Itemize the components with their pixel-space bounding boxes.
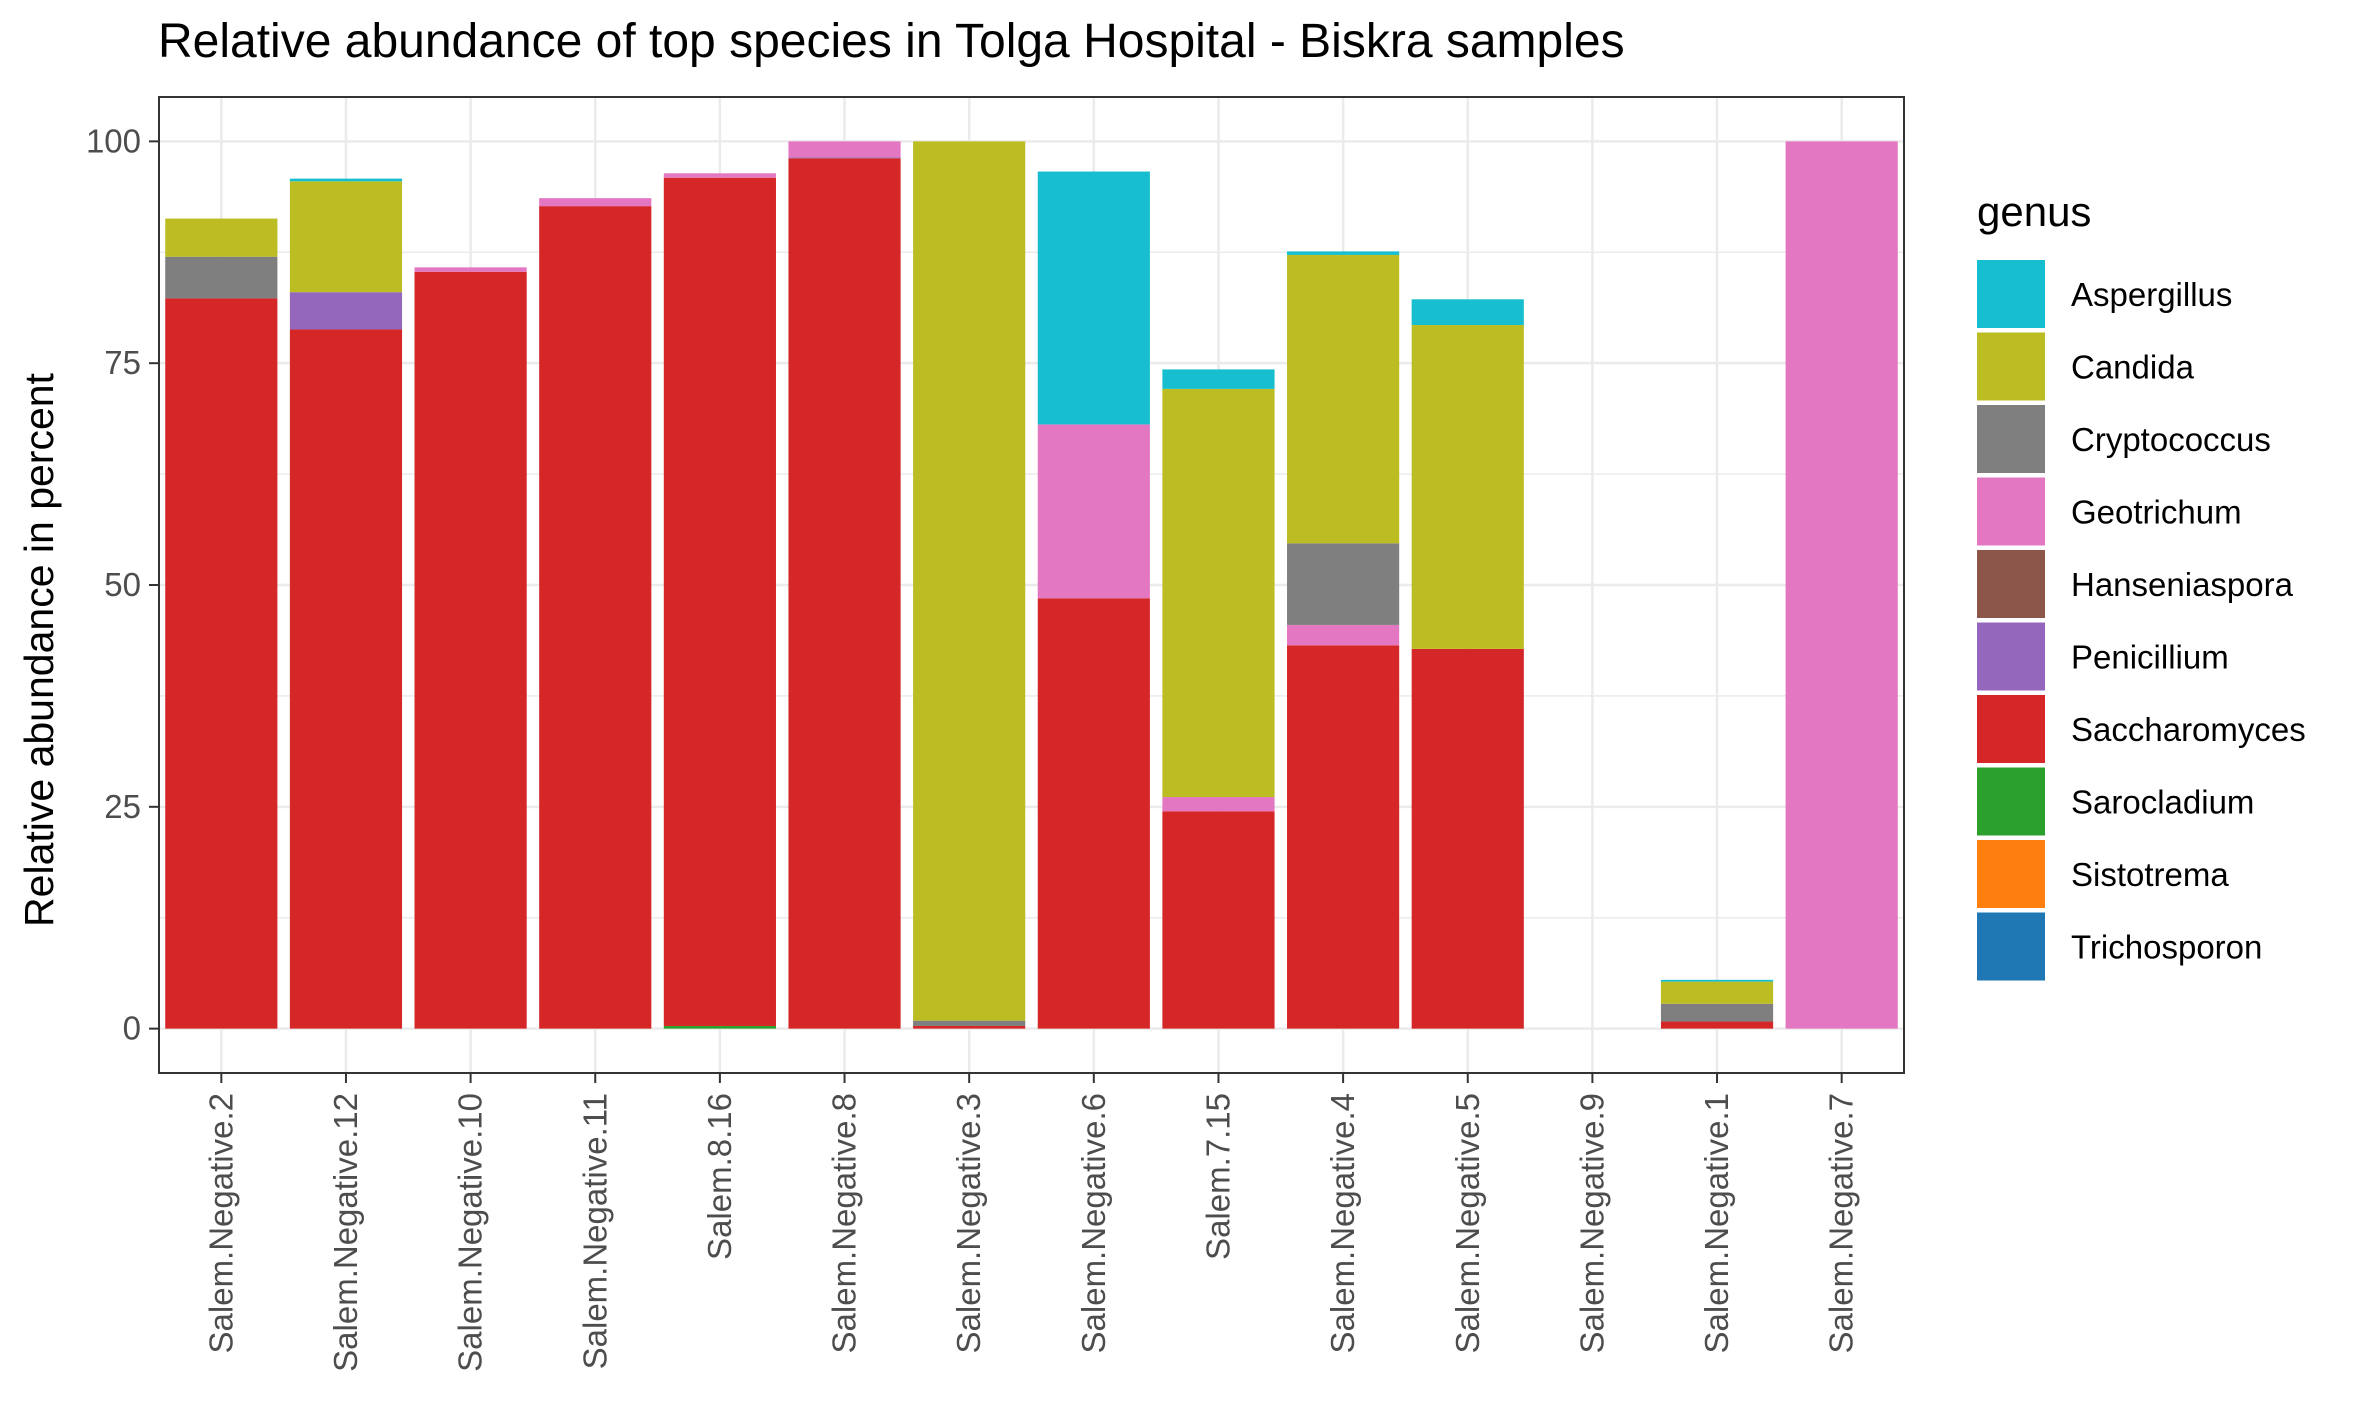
bar-geotrichum-salem-negative-7 [1785,141,1898,1029]
x-tick-label: Salem.Negative.2 [202,1093,239,1353]
y-tick-label: 0 [123,1010,141,1047]
bar-saccharomyces-salem-8-16 [663,177,776,1026]
bar-aspergillus-salem-negative-5 [1411,299,1524,326]
bar-saccharomyces-salem-negative-5 [1411,648,1524,1029]
bar-geotrichum-salem-negative-8 [788,141,901,158]
x-tick-label: Salem.Negative.3 [950,1093,987,1353]
legend-label-penicillium: Penicillium [2071,639,2229,676]
legend-label-saccharomyces: Saccharomyces [2071,711,2306,748]
bar-geotrichum-salem-negative-6 [1037,424,1150,599]
x-tick-label: Salem.Negative.4 [1324,1093,1361,1353]
legend-key-geotrichum [1977,477,2045,546]
y-axis-label: Relative abundance in percent [16,372,62,926]
legend-title: genus [1977,188,2091,235]
y-tick-label: 75 [104,344,141,381]
bar-geotrichum-salem-8-16 [663,173,776,178]
legend-key-trichosporon [1977,912,2045,981]
x-tick-label: Salem.Negative.10 [452,1093,489,1372]
legend-label-aspergillus: Aspergillus [2071,276,2232,313]
bar-aspergillus-salem-negative-12 [289,178,403,182]
bar-candida-salem-negative-4 [1287,254,1400,544]
bar-candida-salem-negative-2 [165,218,278,257]
bar-candida-salem-7-15 [1162,388,1275,798]
legend-key-aspergillus [1977,260,2045,328]
bar-saccharomyces-salem-negative-2 [165,298,278,1029]
legend-key-cryptococcus [1977,405,2045,473]
bar-cryptococcus-salem-negative-4 [1287,543,1400,625]
bar-candida-salem-negative-12 [289,181,403,293]
bar-sarocladium-salem-8-16 [663,1025,776,1029]
y-tick-label: 100 [86,122,141,159]
bar-candida-salem-negative-5 [1411,325,1524,649]
legend-label-geotrichum: Geotrichum [2071,494,2242,531]
bar-geotrichum-salem-7-15 [1162,797,1275,812]
y-axis-ticks: 0 25 50 75 100 [86,122,159,1047]
legend-label-cryptococcus: Cryptococcus [2071,421,2271,458]
legend-label-candida: Candida [2071,349,2195,386]
chart-title: Relative abundance of top species in Tol… [158,15,1625,68]
legend: genus Aspergillus Candida Cryptococcus Geot… [1977,188,2306,981]
x-tick-label: Salem.8.16 [701,1093,738,1260]
x-tick-label: Salem.Negative.6 [1075,1093,1112,1353]
legend-key-saccharomyces [1977,695,2045,763]
x-tick-label: Salem.7.15 [1199,1093,1236,1260]
bar-cryptococcus-salem-negative-1 [1660,1003,1774,1022]
x-tick-label: Salem.Negative.12 [327,1093,364,1372]
y-tick-label: 50 [104,566,141,603]
bar-saccharomyces-salem-negative-12 [289,329,403,1029]
legend-key-sistotrema [1977,840,2045,908]
bar-candida-salem-negative-1 [1660,981,1774,1004]
legend-label-hanseniaspora: Hanseniaspora [2071,566,2294,603]
x-tick-label: Salem.Negative.11 [576,1093,613,1369]
legend-key-sarocladium [1977,767,2045,836]
bar-aspergillus-salem-7-15 [1162,369,1275,389]
bar-saccharomyces-salem-negative-11 [539,206,652,1029]
bar-aspergillus-salem-negative-1 [1660,979,1774,982]
bar-cryptococcus-salem-negative-3 [913,1020,1026,1026]
x-tick-label: Salem.Negative.8 [826,1093,863,1353]
bar-saccharomyces-salem-7-15 [1162,811,1275,1029]
x-tick-label: Salem.Negative.5 [1449,1093,1486,1353]
legend-key-candida [1977,332,2045,401]
bar-saccharomyces-salem-negative-1 [1660,1021,1774,1029]
legend-key-hanseniaspora [1977,550,2045,618]
bar-cryptococcus-salem-negative-2 [165,256,278,299]
legend-label-sistotrema: Sistotrema [2071,856,2229,893]
y-tick-label: 25 [104,788,141,825]
bar-aspergillus-salem-negative-4 [1287,251,1400,255]
legend-label-trichosporon: Trichosporon [2071,929,2262,966]
bar-saccharomyces-salem-negative-8 [788,158,901,1029]
bars [165,141,1898,1029]
bar-saccharomyces-salem-negative-3 [913,1025,1026,1029]
bar-geotrichum-salem-negative-4 [1287,624,1400,646]
bar-penicillium-salem-negative-8 [788,157,901,159]
legend-label-sarocladium: Sarocladium [2071,784,2254,821]
bar-penicillium-salem-negative-12 [289,292,403,330]
x-tick-label: Salem.Negative.1 [1698,1093,1735,1353]
x-tick-label: Salem.Negative.9 [1573,1093,1610,1353]
bar-saccharomyces-salem-negative-10 [414,271,527,1029]
bar-geotrichum-salem-negative-11 [539,198,652,207]
x-tick-label: Salem.Negative.7 [1823,1093,1860,1353]
bar-saccharomyces-salem-negative-6 [1037,598,1150,1029]
bar-geotrichum-salem-negative-10 [414,267,527,272]
bar-aspergillus-salem-negative-6 [1037,171,1150,425]
bar-saccharomyces-salem-negative-4 [1287,645,1400,1029]
bar-candida-salem-negative-3 [913,141,1026,1021]
x-axis-ticks: Salem.Negative.2 Salem.Negative.12 Salem.N… [202,1073,1860,1372]
legend-key-penicillium [1977,622,2045,691]
